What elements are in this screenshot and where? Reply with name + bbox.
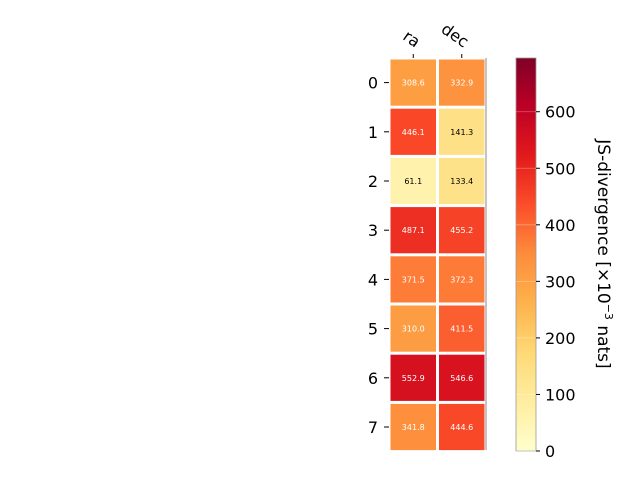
heatmap-cell-value-label: 455.2 [450,226,473,235]
heatmap-cell [390,256,436,303]
colorbar-label: JS-divergence [×10−3 nats] [593,138,615,368]
colorbar-tick-label: 300 [545,272,576,291]
y-tick-label: 3 [368,221,378,240]
colorbar-tick-label: 200 [545,329,576,348]
x-tick-label: dec [438,19,472,51]
heatmap-cell-value-label: 341.8 [402,423,425,432]
heatmap-cell-value-label: 552.9 [402,374,425,383]
heatmap-cell-labels: 308.6 332.9 446.1 141.3 61.1 133.4 487.1 455.2 3… [402,79,473,432]
colorbar-tick-label: 600 [545,103,576,122]
heatmap-cell [439,207,485,254]
heatmap-cell [390,207,436,254]
y-tick-label: 4 [368,270,378,289]
heatmap-cell [390,305,436,352]
y-tick-label: 6 [368,369,378,388]
heatmap-cell [390,157,436,205]
y-axis-ticks: 0 1 2 3 4 5 6 7 [368,74,389,437]
colorbar-tick-label: 500 [545,159,576,178]
heatmap-cell-value-label: 310.0 [402,325,425,334]
heatmap-cell [439,157,485,205]
x-axis-ticks: ra dec [400,19,472,58]
heatmap-cell-value-label: 371.5 [402,275,425,284]
y-tick-label: 7 [368,418,378,437]
y-tick-label: 1 [368,123,378,142]
heatmap-cell [390,354,436,401]
heatmap-cell-value-label: 446.1 [402,128,425,137]
heatmap-cell-value-label: 411.5 [450,325,473,334]
heatmap-cell [390,403,436,451]
heatmap-cell-value-label: 141.3 [450,128,473,137]
heatmap-cell [390,108,436,155]
colorbar-tick-label: 100 [545,385,576,404]
heatmap-cell-value-label: 332.9 [450,79,473,88]
y-tick-label: 5 [368,320,378,339]
colorbar [515,57,537,452]
heatmap-cell [390,59,436,106]
heatmap-cell-value-label: 61.1 [404,177,422,186]
y-tick-label: 2 [368,172,378,191]
y-tick-label: 0 [368,74,378,93]
heatmap-cell [439,256,485,303]
heatmap-cell-value-label: 133.4 [450,177,473,186]
heatmap-cell-value-label: 444.6 [450,423,473,432]
heatmap-cell-value-label: 308.6 [402,79,425,88]
heatmap-cell [439,59,485,106]
heatmap-cells [390,59,485,451]
heatmap-cell [439,305,485,352]
heatmap-cell [439,403,485,451]
heatmap-cell [439,108,485,155]
x-tick-label: ra [400,26,424,51]
colorbar-ticks: 0 100 200 300 400 500 600 [516,103,576,461]
colorbar-tick-label: 400 [545,216,576,235]
heatmap-cell [439,354,485,401]
colorbar-tick-label: 0 [545,442,555,461]
heatmap-cell-value-label: 546.6 [450,374,473,383]
heatmap-cell-value-label: 487.1 [402,226,425,235]
heatmap-cell-value-label: 372.3 [450,275,473,284]
